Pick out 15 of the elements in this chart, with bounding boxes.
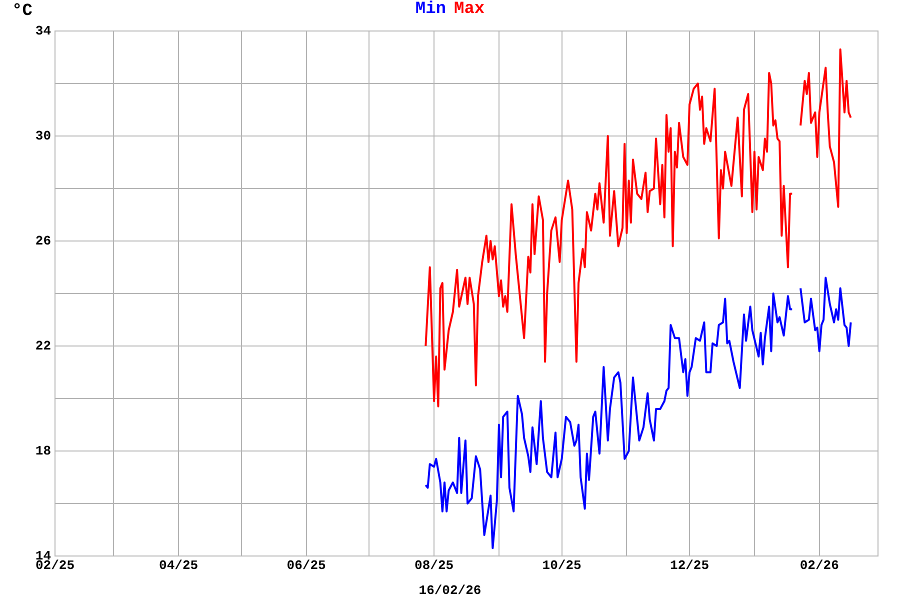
y-axis-title: °C — [12, 2, 32, 21]
x-tick-label: 04/25 — [159, 558, 198, 574]
y-tick-label: 34 — [35, 23, 52, 38]
text: 16/02/26 — [418, 583, 482, 598]
y-tick-label: 22 — [35, 338, 52, 354]
x-tick-label: 10/25 — [542, 558, 582, 574]
x-tick-label: 08/25 — [414, 558, 454, 574]
y-tick-label: 30 — [35, 128, 52, 144]
x-tick-label: 06/25 — [286, 558, 326, 574]
y-tick-label: 26 — [35, 233, 52, 248]
x-tick-label: 02/26 — [800, 558, 840, 574]
y-tick-label: 18 — [35, 443, 52, 458]
x-tick-label: 12/25 — [670, 558, 710, 574]
text: Max — [454, 0, 485, 19]
text: Min — [415, 0, 446, 19]
